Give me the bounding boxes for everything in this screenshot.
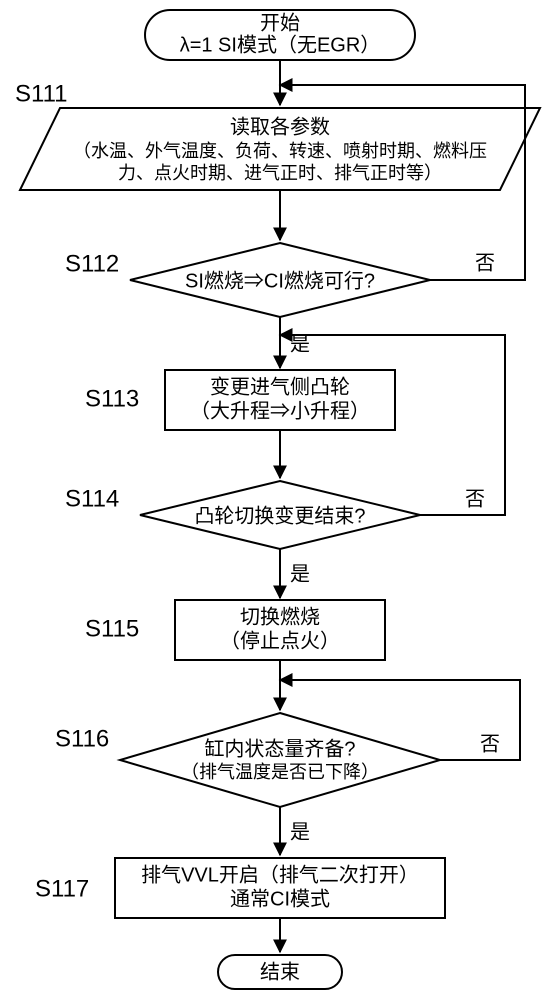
s112-no: 否 — [475, 252, 495, 274]
s111-line3: 力、点火时期、进气正时、排气正时等） — [118, 163, 442, 183]
s115-line2: （停止点火） — [220, 629, 340, 652]
s112-yes: 是 — [290, 333, 310, 355]
s115-line1: 切换燃烧 — [240, 605, 320, 628]
s117-process-node: 排气VVL开启（排气二次打开） 通常CI模式 — [115, 858, 445, 918]
s114-no: 否 — [465, 488, 485, 510]
s116-decision-node: 缸内状态量齐备? （排气温度是否已下降） — [120, 713, 440, 807]
s111-io-node: 读取各参数 （水温、外气温度、负荷、转速、喷射时期、燃料压 力、点火时期、进气正… — [20, 108, 540, 190]
flowchart-canvas: 开始 λ=1 SI模式（无EGR） S111 读取各参数 （水温、外气温度、负荷… — [0, 0, 560, 1000]
s116-line2: （排气温度是否已下降） — [181, 762, 379, 782]
s117-line2: 通常CI模式 — [230, 887, 330, 910]
s113-line1: 变更进气侧凸轮 — [210, 375, 350, 398]
s111-line1: 读取各参数 — [230, 115, 330, 138]
s112-decision-node: SI燃烧⇒CI燃烧可行? — [130, 243, 430, 317]
label-s111: S111 — [15, 80, 68, 107]
label-s116: S116 — [55, 725, 109, 752]
s114-yes: 是 — [290, 563, 310, 585]
label-s117: S117 — [35, 875, 89, 902]
s117-line1: 排气VVL开启（排气二次打开） — [141, 863, 419, 886]
s116-yes: 是 — [290, 821, 310, 843]
label-s114: S114 — [65, 485, 119, 512]
start-line2: λ=1 SI模式（无EGR） — [180, 33, 381, 56]
s113-process-node: 变更进气侧凸轮 （大升程⇒小升程） — [165, 370, 395, 430]
s112-line1: SI燃烧⇒CI燃烧可行? — [185, 269, 375, 292]
s114-line1: 凸轮切换变更结束? — [194, 504, 365, 527]
end-label: 结束 — [260, 960, 300, 983]
label-s113: S113 — [85, 385, 139, 412]
s114-decision-node: 凸轮切换变更结束? — [140, 481, 420, 549]
end-node: 结束 — [218, 955, 342, 989]
s116-no: 否 — [480, 733, 500, 755]
s113-line2: （大升程⇒小升程） — [190, 399, 370, 422]
label-s112: S112 — [65, 250, 119, 277]
start-line1: 开始 — [260, 11, 300, 34]
label-s115: S115 — [85, 615, 139, 642]
s116-line1: 缸内状态量齐备? — [204, 737, 355, 760]
s115-process-node: 切换燃烧 （停止点火） — [175, 600, 385, 660]
start-node: 开始 λ=1 SI模式（无EGR） — [145, 10, 415, 60]
s111-line2: （水温、外气温度、负荷、转速、喷射时期、燃料压 — [73, 141, 487, 161]
